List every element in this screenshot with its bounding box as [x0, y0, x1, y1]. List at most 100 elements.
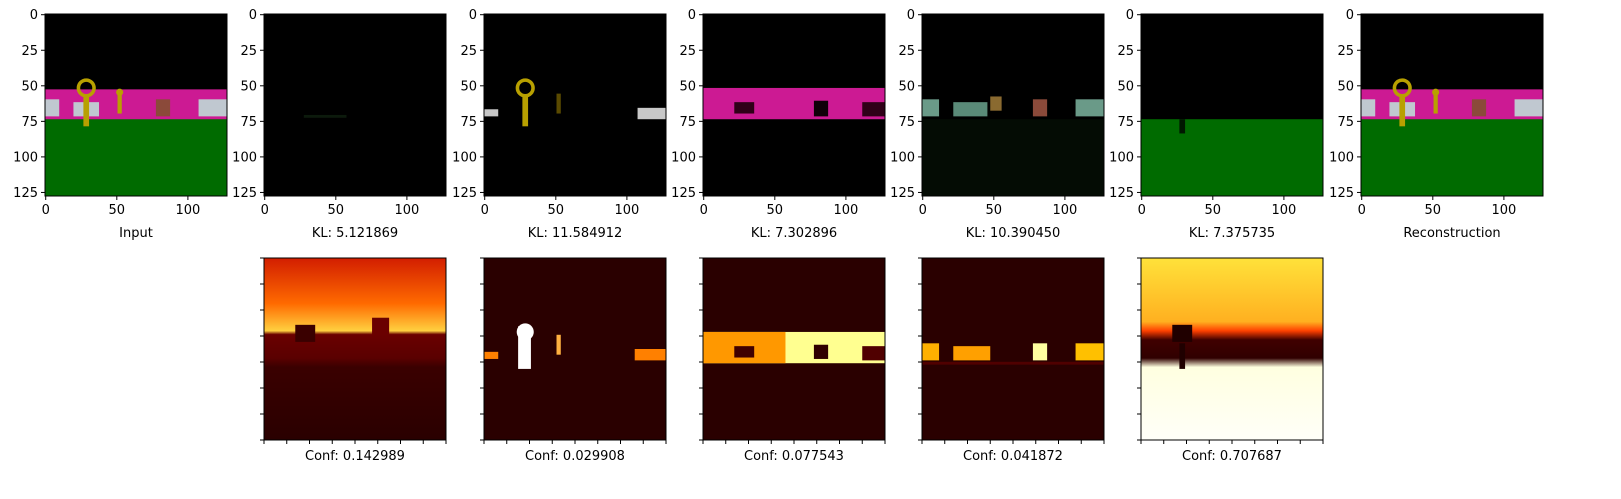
panel-label: Conf: 0.029908 — [525, 449, 625, 464]
car-fragment — [484, 109, 499, 117]
y-tick-label: 0 — [30, 8, 38, 23]
heat-hole — [1179, 343, 1186, 369]
panel-label: Conf: 0.707687 — [1182, 449, 1282, 464]
y-tick-label: 75 — [460, 115, 477, 130]
heatmap-field — [922, 258, 1104, 440]
top-panel: 0 25 50 75 100 125 0 50 100 KL: 7.302896 — [671, 8, 886, 241]
panel-label: KL: 7.375735 — [1189, 226, 1275, 241]
confidence-panel: Conf: 0.029908 — [480, 257, 667, 464]
x-tick-label: 100 — [614, 203, 639, 218]
y-tick-label: 50 — [1337, 79, 1354, 94]
heat-hot — [484, 351, 499, 359]
y-tick-label: 0 — [907, 8, 915, 23]
y-tick-label: 0 — [1126, 8, 1134, 23]
y-tick-label: 100 — [671, 150, 696, 165]
y-tick-label: 50 — [679, 79, 696, 94]
key-object — [117, 93, 122, 114]
box-object — [1032, 99, 1048, 117]
y-tick-label: 0 — [1346, 8, 1354, 23]
car-fragment — [637, 107, 666, 120]
key-object — [1399, 95, 1406, 127]
heat-hot — [922, 343, 940, 361]
y-tick-label: 75 — [1337, 115, 1354, 130]
hole-region — [862, 102, 885, 117]
y-tick-label: 100 — [13, 150, 38, 165]
y-tick-label: 125 — [1109, 186, 1134, 201]
top-panel: 0 25 50 75 100 125 0 50 100 KL: 5.121869 — [232, 8, 447, 241]
x-tick-label: 0 — [481, 203, 489, 218]
y-tick-label: 75 — [240, 115, 257, 130]
y-tick-label: 25 — [240, 44, 257, 59]
box-object — [155, 99, 171, 117]
x-tick-label: 100 — [1052, 203, 1077, 218]
y-tick-label: 75 — [679, 115, 696, 130]
x-tick-label: 0 — [42, 203, 50, 218]
y-tick-label: 25 — [1117, 44, 1134, 59]
y-tick-label: 125 — [13, 186, 38, 201]
key-object — [83, 95, 90, 127]
top-panel: 0 25 50 75 100 125 0 50 100 KL: 11.584912 — [452, 8, 667, 241]
key-object — [1433, 93, 1438, 114]
y-tick-label: 25 — [21, 44, 38, 59]
box-object — [1471, 99, 1487, 117]
key-object — [556, 93, 561, 114]
x-tick-label: 50 — [986, 203, 1003, 218]
panel-frame — [483, 13, 667, 197]
y-tick-label: 100 — [890, 150, 915, 165]
y-tick-label: 125 — [452, 186, 477, 201]
confidence-panel: Conf: 0.142989 — [260, 257, 447, 464]
car-object — [922, 99, 940, 117]
panel-frame — [702, 13, 886, 197]
top-panel: 0 25 50 75 100 125 0 50 100 KL: 10.390450 — [890, 8, 1105, 241]
x-tick-label: 50 — [767, 203, 784, 218]
panel-label: KL: 5.121869 — [312, 226, 398, 241]
y-tick-label: 25 — [460, 44, 477, 59]
x-tick-label: 100 — [1491, 203, 1516, 218]
y-tick-label: 125 — [232, 186, 257, 201]
y-tick-label: 75 — [21, 115, 38, 130]
x-tick-label: 100 — [833, 203, 858, 218]
heat-hole — [1172, 324, 1193, 342]
panel-label: Conf: 0.041872 — [963, 449, 1063, 464]
x-tick-label: 0 — [1358, 203, 1366, 218]
panel-label: KL: 11.584912 — [528, 226, 623, 241]
car-object — [953, 102, 988, 117]
heat-hot — [556, 334, 561, 355]
y-tick-label: 50 — [898, 79, 915, 94]
heat-hot — [1032, 343, 1048, 361]
heatmap-field — [1141, 258, 1323, 440]
x-tick-label: 100 — [175, 203, 200, 218]
top-panel: 0 25 50 75 100 125 0 50 100 Input — [13, 8, 228, 241]
panel-label: Reconstruction — [1403, 226, 1500, 241]
y-tick-label: 100 — [452, 150, 477, 165]
x-tick-label: 0 — [1138, 203, 1146, 218]
heat-hot — [516, 323, 534, 341]
x-tick-label: 0 — [700, 203, 708, 218]
y-tick-label: 100 — [1109, 150, 1134, 165]
y-tick-label: 0 — [249, 8, 257, 23]
y-tick-label: 100 — [1329, 150, 1354, 165]
wall-region — [703, 87, 885, 120]
y-tick-label: 25 — [898, 44, 915, 59]
panel-label: Conf: 0.077543 — [744, 449, 844, 464]
x-tick-label: 50 — [1205, 203, 1222, 218]
car-object — [1361, 99, 1376, 117]
key-object — [522, 95, 529, 127]
y-tick-label: 75 — [898, 115, 915, 130]
y-tick-label: 100 — [232, 150, 257, 165]
panel-label: Conf: 0.142989 — [305, 449, 405, 464]
key-object — [1432, 88, 1440, 96]
panel-frame — [1360, 13, 1544, 197]
y-tick-label: 125 — [1329, 186, 1354, 201]
top-row: 0 25 50 75 100 125 0 50 100 Input 0 25 50 75 100 125 0 50… — [13, 8, 1544, 241]
confidence-panel: Conf: 0.077543 — [699, 257, 886, 464]
heat-line — [922, 361, 1104, 365]
hole-region — [1179, 119, 1186, 134]
y-tick-label: 25 — [1337, 44, 1354, 59]
car-object — [1514, 99, 1543, 117]
top-panel: 0 25 50 75 100 125 0 50 100 KL: 7.375735 — [1109, 8, 1324, 241]
car-object — [198, 99, 227, 117]
x-tick-label: 0 — [261, 203, 269, 218]
panel-label: KL: 7.302896 — [751, 226, 837, 241]
